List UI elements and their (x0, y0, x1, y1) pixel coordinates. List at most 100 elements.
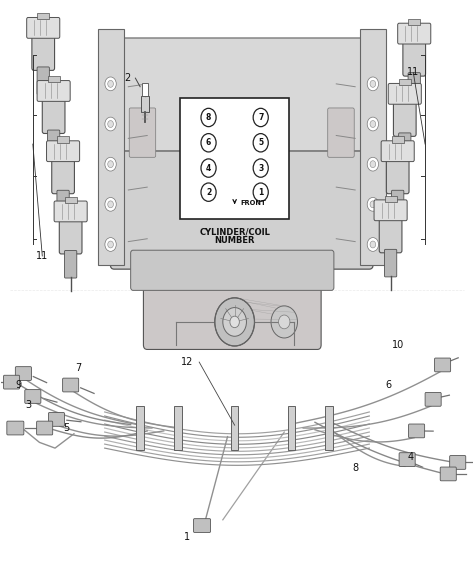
Circle shape (370, 201, 376, 208)
Circle shape (370, 161, 376, 168)
Bar (408, 19, 420, 25)
Circle shape (230, 316, 239, 328)
FancyBboxPatch shape (48, 412, 64, 426)
FancyBboxPatch shape (393, 100, 416, 136)
FancyBboxPatch shape (57, 190, 69, 218)
FancyBboxPatch shape (59, 218, 82, 254)
Circle shape (108, 81, 113, 87)
FancyBboxPatch shape (144, 277, 321, 350)
FancyBboxPatch shape (379, 217, 402, 253)
FancyBboxPatch shape (32, 34, 55, 70)
Circle shape (367, 117, 379, 131)
Circle shape (201, 108, 216, 126)
Circle shape (279, 315, 290, 329)
Text: FRONT: FRONT (240, 200, 266, 206)
Text: 7: 7 (75, 363, 82, 373)
FancyBboxPatch shape (435, 358, 451, 372)
Bar (47, 76, 60, 82)
FancyBboxPatch shape (64, 251, 77, 278)
FancyBboxPatch shape (374, 200, 407, 221)
Circle shape (201, 183, 216, 201)
FancyBboxPatch shape (384, 250, 397, 277)
Circle shape (105, 77, 116, 91)
Bar (399, 79, 411, 85)
FancyBboxPatch shape (37, 67, 49, 94)
FancyBboxPatch shape (15, 367, 31, 381)
Text: 12: 12 (181, 357, 193, 367)
FancyBboxPatch shape (131, 250, 334, 290)
Bar (231, 406, 238, 450)
Bar (141, 96, 149, 112)
Text: 1: 1 (258, 187, 264, 197)
FancyBboxPatch shape (37, 81, 70, 101)
Circle shape (370, 241, 376, 248)
Text: 5: 5 (258, 138, 263, 147)
Text: 3: 3 (25, 400, 31, 410)
FancyBboxPatch shape (7, 421, 24, 435)
FancyBboxPatch shape (54, 201, 87, 222)
FancyBboxPatch shape (398, 23, 431, 44)
Circle shape (253, 133, 268, 152)
FancyBboxPatch shape (392, 190, 404, 218)
Bar (325, 406, 333, 450)
Text: CYLINDER/COIL: CYLINDER/COIL (199, 227, 270, 236)
Circle shape (108, 161, 113, 168)
FancyBboxPatch shape (408, 72, 420, 100)
Circle shape (253, 159, 268, 177)
Circle shape (201, 159, 216, 177)
FancyBboxPatch shape (195, 108, 222, 158)
Circle shape (367, 237, 379, 251)
Bar (98, 29, 124, 264)
Text: 3: 3 (258, 163, 264, 172)
Text: 7: 7 (258, 113, 264, 122)
Text: 2: 2 (124, 73, 130, 83)
FancyBboxPatch shape (27, 17, 60, 39)
FancyBboxPatch shape (110, 151, 373, 269)
Text: 6: 6 (206, 138, 211, 147)
FancyBboxPatch shape (386, 158, 409, 194)
Text: NUMBER: NUMBER (214, 236, 255, 245)
Text: 5: 5 (63, 423, 69, 433)
Text: 2: 2 (206, 187, 211, 197)
FancyBboxPatch shape (328, 108, 354, 158)
FancyBboxPatch shape (381, 141, 414, 162)
Bar (137, 406, 144, 450)
Bar (288, 406, 295, 450)
FancyBboxPatch shape (36, 421, 53, 435)
FancyBboxPatch shape (409, 424, 425, 438)
Text: 9: 9 (16, 380, 22, 390)
FancyBboxPatch shape (440, 467, 456, 481)
FancyBboxPatch shape (399, 453, 415, 466)
Text: 11: 11 (407, 67, 419, 78)
FancyBboxPatch shape (121, 38, 362, 164)
Circle shape (215, 298, 255, 346)
Text: 10: 10 (392, 340, 404, 350)
Circle shape (253, 183, 268, 201)
FancyBboxPatch shape (129, 108, 156, 158)
Circle shape (105, 197, 116, 211)
Circle shape (223, 308, 246, 336)
Bar (37, 13, 49, 19)
Text: 4: 4 (206, 163, 211, 172)
FancyBboxPatch shape (3, 375, 19, 389)
Circle shape (108, 201, 113, 208)
Text: 8: 8 (206, 113, 211, 122)
Circle shape (253, 108, 268, 126)
Text: 1: 1 (184, 532, 191, 542)
FancyBboxPatch shape (47, 130, 60, 158)
Bar (174, 406, 182, 450)
FancyBboxPatch shape (46, 141, 80, 162)
FancyBboxPatch shape (388, 83, 421, 104)
Bar (142, 83, 148, 96)
Circle shape (367, 77, 379, 91)
Text: 11: 11 (36, 251, 48, 261)
Bar (384, 196, 397, 202)
Text: 4: 4 (408, 452, 414, 462)
Circle shape (105, 117, 116, 131)
FancyBboxPatch shape (52, 158, 74, 194)
FancyBboxPatch shape (425, 393, 441, 406)
FancyBboxPatch shape (193, 519, 210, 532)
Bar (360, 29, 386, 264)
Bar (180, 98, 289, 218)
FancyBboxPatch shape (450, 455, 466, 469)
